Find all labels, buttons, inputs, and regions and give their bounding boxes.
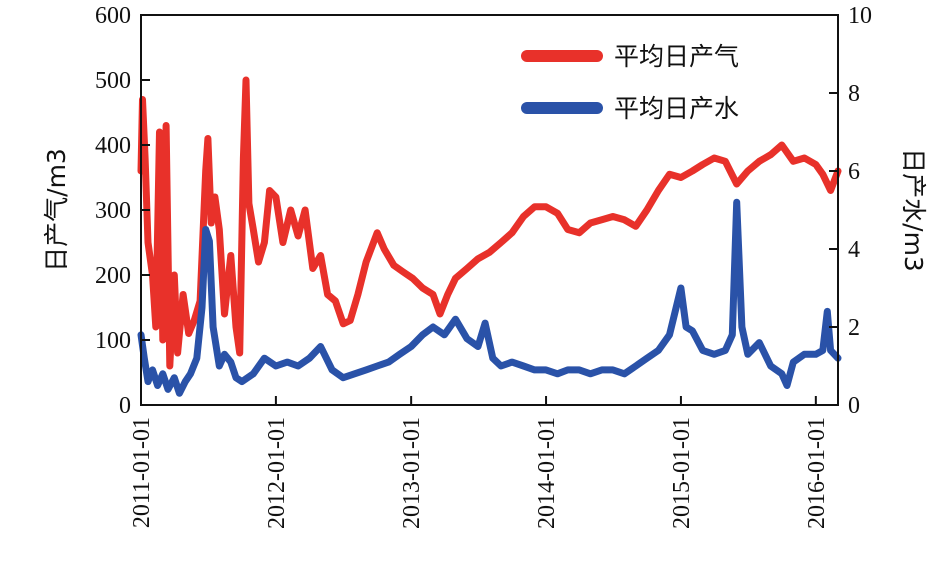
left-tick-label: 600 [95, 3, 131, 29]
legend-label-gas: 平均日产气 [614, 42, 739, 71]
right-tick-label: 8 [848, 81, 860, 107]
x-tick-label: 2012-01-01 [264, 417, 290, 529]
left-tick-label: 200 [95, 263, 131, 289]
left-tick-label: 400 [95, 133, 131, 159]
legend-label-water: 平均日产水 [614, 94, 739, 123]
series-line-water [137, 198, 842, 397]
x-tick-label: 2014-01-01 [534, 417, 560, 529]
right-tick-label: 0 [848, 393, 860, 419]
x-tick-label: 2011-01-01 [129, 417, 155, 528]
right-tick-label: 10 [848, 3, 872, 29]
left-tick-label: 300 [95, 198, 131, 224]
right-axis: 0 2 4 6 8 10 [829, 3, 872, 419]
right-tick-label: 2 [848, 315, 860, 341]
x-tick-label: 2013-01-01 [399, 417, 425, 529]
left-axis-title: 日产气/m3 [42, 148, 71, 272]
x-axis: 2011-01-01 2012-01-01 2013-01-01 2014-01-01… [129, 396, 830, 529]
right-axis-title: 日产水/m3 [899, 148, 928, 272]
right-tick-label: 4 [848, 237, 860, 263]
x-tick-label: 2016-01-01 [804, 417, 830, 529]
left-axis: 0 100 200 300 400 500 600 [95, 3, 150, 419]
right-tick-label: 6 [848, 159, 860, 185]
legend: 平均日产气 平均日产水 [521, 42, 739, 123]
left-tick-label: 0 [119, 393, 131, 419]
left-tick-label: 500 [95, 68, 131, 94]
x-tick-label: 2015-01-01 [669, 417, 695, 529]
series-lines [137, 76, 842, 397]
left-tick-label: 100 [95, 328, 131, 354]
